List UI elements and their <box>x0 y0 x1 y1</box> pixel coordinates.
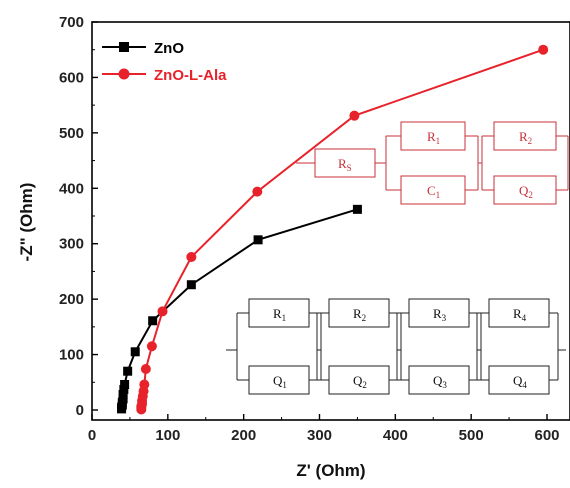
data-point-zno-l-ala <box>146 341 157 352</box>
circuit-bottom-r-label: R1 <box>273 306 286 323</box>
data-point-zno-l-ala <box>139 379 150 390</box>
y-tick-label: 100 <box>59 347 84 364</box>
series-line-zno-l-ala <box>140 48 544 410</box>
circuit-bottom <box>226 298 566 395</box>
data-point-zno <box>186 280 196 290</box>
x-tick-label: 100 <box>155 427 180 444</box>
x-tick-label: 600 <box>534 427 559 444</box>
x-tick-label: 200 <box>231 427 256 444</box>
data-point-zno-l-ala <box>538 44 549 55</box>
data-point-zno <box>120 380 130 390</box>
data-point-zno-l-ala <box>140 363 151 374</box>
y-tick-label: 500 <box>59 125 84 142</box>
circuit-top-labels: RS R1 C1 R2 Q2 <box>338 129 533 200</box>
x-tick-label: 0 <box>88 427 96 444</box>
circuit-top-q2-label: Q2 <box>519 183 533 200</box>
circuit-bottom-q-label: Q4 <box>513 373 527 390</box>
data-point-zno-l-ala <box>349 110 360 121</box>
legend-label-zno: ZnO <box>154 40 184 57</box>
circuit-top-rs-label: RS <box>338 156 352 173</box>
y-tick-label: 300 <box>59 236 84 253</box>
data-point-zno <box>119 384 129 394</box>
data-point-zno-l-ala <box>252 186 263 197</box>
circuit-bottom-q-label: Q1 <box>273 373 287 390</box>
x-tick-label: 400 <box>383 427 408 444</box>
circuit-top-r2-label: R2 <box>519 129 532 146</box>
y-tick-label: 0 <box>76 402 84 419</box>
circuit-bottom-r-label: R2 <box>353 306 366 323</box>
legend-marker-zno <box>119 42 129 52</box>
circuit-bottom-q-label: Q3 <box>433 373 447 390</box>
data-point-zno-l-ala <box>157 306 168 317</box>
axis-ticks <box>91 21 548 420</box>
axis-tick-labels: 0 100 200 300 400 500 600 0 100 200 300 400 500 600 70… <box>59 14 560 444</box>
plot-frame <box>91 21 570 421</box>
data-point-zno <box>148 316 158 326</box>
series-line-zno <box>120 208 358 409</box>
data-point-zno <box>123 366 133 376</box>
legend: ZnO ZnO-L-Ala <box>102 40 227 84</box>
circuit-top <box>296 121 569 205</box>
data-point-zno <box>352 204 362 214</box>
circuit-bottom-q-label: Q2 <box>353 373 367 390</box>
y-tick-label: 700 <box>59 14 84 31</box>
circuit-top-c1-label: C1 <box>427 183 440 200</box>
circuit-bottom-r-label: R4 <box>513 306 527 323</box>
y-tick-label: 400 <box>59 180 84 197</box>
circuit-top-r1-label: R1 <box>427 129 440 146</box>
data-point-zno <box>253 235 263 245</box>
y-tick-label: 600 <box>59 69 84 86</box>
data-point-zno <box>118 389 128 399</box>
circuit-bottom-r-label: R3 <box>433 306 447 323</box>
data-point-zno <box>130 347 140 357</box>
legend-label-zno-l-ala: ZnO-L-Ala <box>154 67 227 84</box>
data-point-zno-l-ala <box>186 252 197 263</box>
x-axis-title: Z' (Ohm) <box>296 461 365 480</box>
x-tick-label: 300 <box>307 427 332 444</box>
legend-marker-zno-l-ala <box>118 68 130 80</box>
data-series <box>117 44 549 415</box>
y-tick-label: 200 <box>59 291 84 308</box>
y-axis-title: -Z" (Ohm) <box>17 183 36 262</box>
x-tick-label: 500 <box>459 427 484 444</box>
